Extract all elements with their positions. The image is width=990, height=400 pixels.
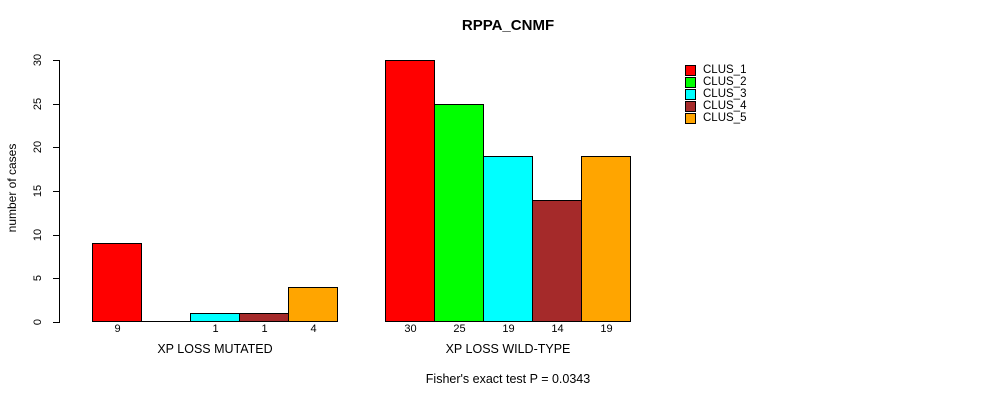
bar-clus_4 (532, 199, 582, 322)
legend: CLUS_1 CLUS_2 CLUS_3 CLUS_4 CLUS_5 (685, 65, 746, 124)
legend-swatch (685, 112, 696, 124)
x-group-label: XP LOSS WILD-TYPE (445, 342, 571, 356)
legend-swatch (685, 88, 696, 100)
y-tick (53, 322, 59, 323)
legend-item: CLUS_2 (685, 76, 747, 89)
legend-swatch (685, 100, 696, 112)
bar-value-label: 30 (404, 323, 417, 335)
y-tick-label: 25 (32, 97, 44, 110)
bar-clus_1 (385, 60, 435, 322)
bar-clus_5 (288, 287, 338, 322)
y-tick (53, 60, 59, 61)
bar-clus_1 (92, 243, 142, 322)
bar-clus_3 (483, 156, 533, 322)
bar-value-label: 19 (600, 323, 613, 335)
bar-value-label: 19 (502, 323, 515, 335)
y-tick (53, 278, 59, 280)
legend-item: CLUS_1 (685, 65, 746, 77)
legend-label: CLUS_1 (703, 64, 747, 77)
y-tick (53, 147, 59, 149)
bar-clus_2 (434, 103, 484, 322)
y-tick-label: 15 (32, 184, 44, 198)
legend-item: CLUS_5 (685, 112, 746, 124)
y-tick-label: 5 (32, 275, 44, 282)
chart-title: RPPA_CNMF (461, 17, 555, 34)
y-tick-label: 30 (32, 53, 44, 67)
legend-label: CLUS_2 (703, 76, 747, 89)
legend-swatch (685, 77, 696, 89)
y-tick-label: 0 (32, 318, 44, 326)
y-tick-label: 20 (32, 141, 44, 154)
bar-clus_2 (141, 321, 191, 322)
y-tick (53, 191, 59, 192)
annotation-text: Fisher's exact test P = 0.0343 (425, 372, 591, 386)
y-axis-line (59, 60, 60, 323)
bar-value-label: 14 (551, 323, 564, 335)
legend-item: CLUS_3 (685, 87, 747, 101)
bar-clus_5 (581, 156, 631, 322)
y-tick-label: 10 (32, 228, 44, 241)
y-axis-title: number of cases (5, 143, 19, 233)
bar-clus_4 (239, 313, 289, 322)
bar-value-label: 4 (310, 323, 317, 335)
legend-swatch (685, 65, 696, 77)
legend-label: CLUS_5 (703, 111, 747, 124)
legend-item: CLUS_4 (685, 100, 746, 112)
bar-value-label: 25 (453, 323, 466, 335)
legend-label: CLUS_3 (703, 87, 747, 100)
y-tick (53, 103, 59, 105)
bar-value-label: 1 (261, 323, 268, 335)
y-tick (53, 234, 59, 236)
x-group-label: XP LOSS MUTATED (157, 342, 273, 356)
legend-label: CLUS_4 (703, 99, 747, 112)
bar-clus_3 (190, 313, 240, 322)
bar-value-label: 9 (114, 323, 121, 335)
bar-value-label: 1 (212, 323, 219, 335)
